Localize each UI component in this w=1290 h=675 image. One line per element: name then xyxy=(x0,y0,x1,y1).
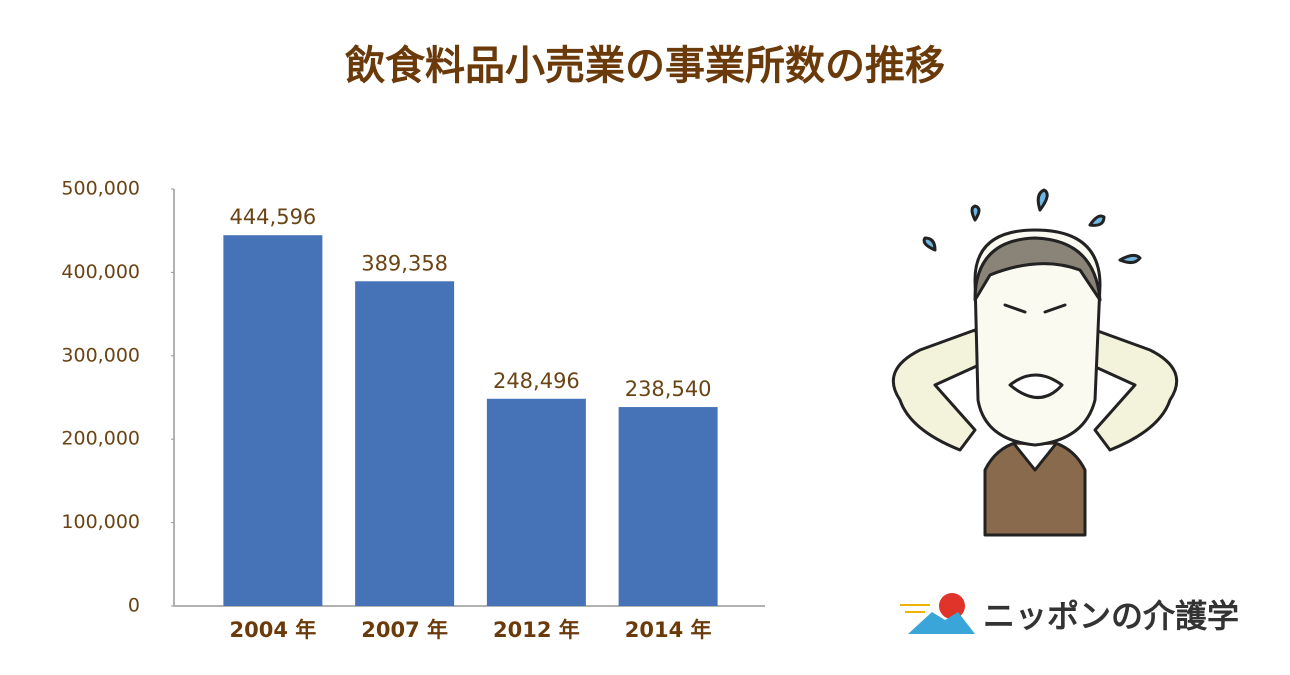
chart-title: 飲食料品小売業の事業所数の推移 xyxy=(345,43,945,89)
x-tick-label: 2014 年 xyxy=(625,618,712,642)
x-tick-label: 2004 年 xyxy=(229,618,316,642)
bar xyxy=(223,235,323,606)
logo: ニッポンの介護学 xyxy=(900,593,1239,635)
value-label: 444,596 xyxy=(229,205,316,229)
y-tick-label: 300,000 xyxy=(61,344,140,366)
value-label: 389,358 xyxy=(361,251,448,275)
y-tick-label: 500,000 xyxy=(61,178,140,200)
x-tick-label: 2012 年 xyxy=(493,618,580,642)
logo-mountain xyxy=(908,612,975,634)
logo-sun xyxy=(939,593,965,619)
illustration xyxy=(891,188,1179,537)
logo-lines xyxy=(900,604,930,613)
x-tick-label: 2007 年 xyxy=(361,618,448,642)
bar xyxy=(486,398,586,606)
bar xyxy=(618,407,718,606)
y-tick-label: 400,000 xyxy=(61,261,140,283)
y-tick-label: 100,000 xyxy=(61,511,140,533)
bar xyxy=(355,281,455,606)
value-label: 238,540 xyxy=(625,377,712,401)
brand-name: ニッポンの介護学 xyxy=(983,597,1239,635)
y-tick-label: 0 xyxy=(128,595,140,617)
value-label: 248,496 xyxy=(493,369,580,393)
y-tick-label: 200,000 xyxy=(61,428,140,450)
